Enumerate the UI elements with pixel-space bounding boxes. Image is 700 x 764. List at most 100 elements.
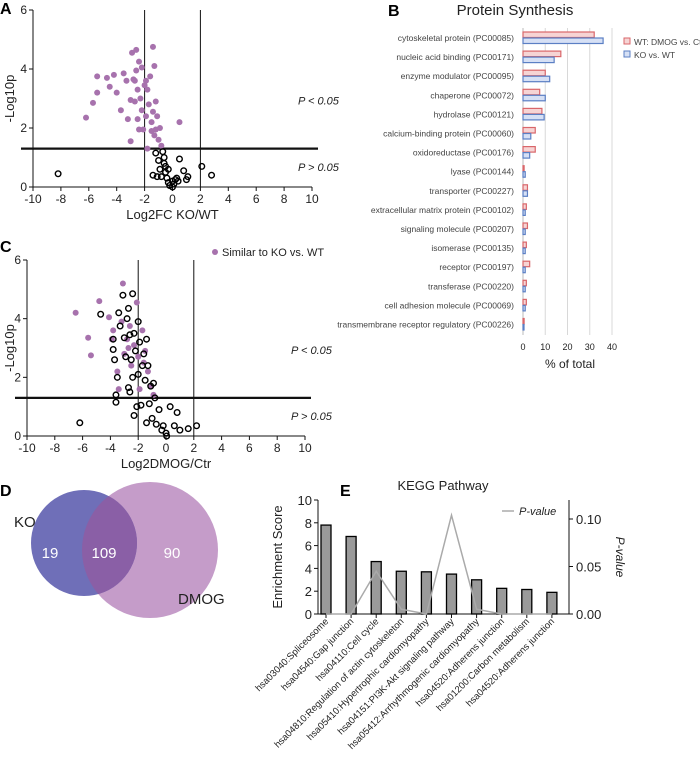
- x-axis-label: % of total: [545, 357, 595, 371]
- filled-point: [134, 86, 141, 93]
- bar-wt-dmog-vs-ctr: [522, 260, 531, 268]
- open-point: [149, 379, 157, 387]
- bar-wt-dmog-vs-ctr: [522, 298, 527, 306]
- y-tick-label: 2: [305, 584, 312, 599]
- open-point: [162, 162, 170, 170]
- open-point: [184, 425, 192, 433]
- y2-tick-label: 0.05: [576, 560, 601, 575]
- y-tick-label: 0: [305, 607, 312, 622]
- open-point: [129, 373, 137, 381]
- legend-label: KO vs. WT: [634, 50, 675, 60]
- open-point: [176, 426, 184, 434]
- panel-label-b: B: [388, 3, 400, 20]
- filled-point: [87, 352, 94, 359]
- open-point: [166, 403, 174, 411]
- enrichment-bar: [395, 570, 407, 615]
- filled-point: [136, 126, 143, 133]
- y-tick-label: 8: [305, 516, 312, 531]
- bar-ko-vs-wt: [522, 94, 546, 102]
- venn-count-both: 109: [91, 545, 116, 562]
- bar-ko-vs-wt: [522, 228, 526, 236]
- open-point: [116, 322, 124, 330]
- bar-wt-dmog-vs-ctr: [522, 126, 536, 134]
- x-tick-label: 30: [585, 342, 595, 352]
- category-label: chaperone (PC00072): [430, 90, 514, 100]
- filled-point: [131, 98, 138, 105]
- open-point: [156, 165, 164, 173]
- legend-label: WT: DMOG vs. Ctr: [634, 37, 700, 47]
- x-tick-label: 10: [540, 342, 550, 352]
- panel-label-c: C: [0, 239, 12, 256]
- y-tick-label: 4: [14, 312, 21, 326]
- filled-point: [117, 107, 124, 114]
- open-point: [113, 373, 121, 381]
- legend-label: Similar to KO vs. WT: [222, 247, 324, 259]
- open-point: [124, 304, 132, 312]
- bar-wt-dmog-vs-ctr: [522, 88, 541, 96]
- filled-point: [131, 342, 138, 349]
- annotation-p-nonsig: P > 0.05: [298, 162, 340, 174]
- bar-ko-vs-wt: [522, 266, 526, 274]
- venn-label-ko: KO: [14, 514, 36, 531]
- open-point: [152, 420, 160, 428]
- open-point: [126, 388, 134, 396]
- open-point: [152, 149, 160, 157]
- chart-title: Protein Synthesis: [457, 2, 574, 19]
- bar-wt-dmog-vs-ctr: [522, 107, 543, 115]
- y-tick-label: 2: [20, 121, 27, 135]
- filled-point: [85, 334, 92, 341]
- x-tick-label: 4: [218, 441, 225, 455]
- y-tick-label: 0: [20, 180, 27, 194]
- filled-point: [142, 113, 149, 120]
- bar-ko-vs-wt: [522, 190, 529, 197]
- open-point: [112, 391, 120, 399]
- x-tick-label: -10: [18, 441, 36, 455]
- open-point: [153, 173, 161, 181]
- x-tick-label: -6: [77, 441, 88, 455]
- open-point: [144, 362, 152, 370]
- open-point: [129, 290, 137, 298]
- filled-point: [83, 114, 90, 121]
- open-point: [54, 170, 62, 178]
- y-tick-label: 6: [20, 3, 27, 17]
- x-tick-label: 10: [298, 441, 312, 455]
- y2-tick-label: 0.10: [576, 512, 601, 527]
- filled-point: [94, 73, 101, 80]
- y-tick-label: 4: [305, 561, 312, 576]
- bar-wt-dmog-vs-ctr: [522, 165, 525, 172]
- filled-point: [151, 63, 158, 70]
- open-point: [126, 331, 134, 339]
- filled-point: [115, 386, 122, 393]
- category-label: signaling molecule (PC00207): [401, 224, 515, 234]
- panel-label-e: E: [340, 483, 351, 500]
- y-tick-label: 2: [14, 370, 21, 384]
- x-tick-label: -10: [24, 192, 42, 206]
- category-label: nucleic acid binding (PC00171): [396, 52, 514, 62]
- filled-point: [154, 113, 161, 120]
- x-tick-label: -6: [83, 192, 94, 206]
- open-point: [151, 394, 159, 402]
- filled-point: [176, 119, 183, 126]
- open-point: [76, 419, 84, 427]
- filled-point: [110, 327, 117, 334]
- open-point: [97, 310, 105, 318]
- filled-point: [123, 77, 130, 84]
- bar-wt-dmog-vs-ctr: [522, 203, 527, 210]
- filled-point: [155, 136, 162, 143]
- filled-point: [72, 309, 79, 316]
- enrichment-bar: [370, 560, 382, 615]
- bar-wt-dmog-vs-ctr: [522, 50, 562, 58]
- open-point: [155, 156, 163, 164]
- filled-point: [142, 77, 149, 84]
- open-point: [175, 155, 183, 163]
- open-point: [173, 409, 181, 417]
- filled-point: [134, 116, 141, 123]
- open-point: [111, 356, 119, 364]
- filled-point: [128, 362, 135, 369]
- venn-count-only-ko: 19: [42, 545, 59, 562]
- open-point: [131, 347, 139, 355]
- open-point: [182, 176, 190, 184]
- bar-ko-vs-wt: [522, 152, 531, 159]
- open-point: [140, 350, 148, 358]
